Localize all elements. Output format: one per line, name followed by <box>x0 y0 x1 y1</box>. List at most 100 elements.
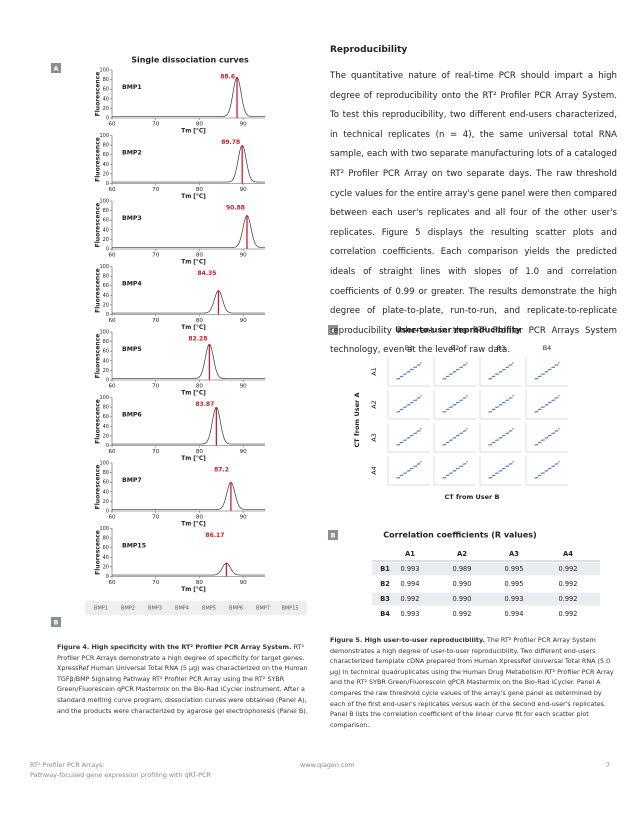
scatter-dot <box>509 397 512 399</box>
curve-name: BMP6 <box>122 412 142 419</box>
footer-line: Pathway-focused gene expression profilin… <box>30 771 211 779</box>
scatter-dot <box>552 432 554 434</box>
scatter-dot <box>555 430 558 432</box>
melt-curve <box>112 481 265 510</box>
scatter-dot <box>458 368 460 371</box>
scatter-dot <box>537 474 540 477</box>
scatter-dot <box>454 404 457 406</box>
scatter-dot <box>504 368 506 371</box>
table-cell: 0.993 <box>401 610 420 618</box>
scatter-dot <box>450 373 452 375</box>
scatter-dot <box>462 463 465 465</box>
scatter-dot <box>415 465 418 467</box>
y-axis-label: Fluorescence <box>95 530 102 575</box>
scatter-dot <box>451 439 453 441</box>
scatter-dot <box>461 432 464 434</box>
scatter-dot <box>541 472 543 475</box>
scatter-dot <box>492 441 495 444</box>
column-label: B1 <box>405 344 414 352</box>
x-tick-label: 80 <box>196 318 204 324</box>
panel-label-box <box>328 530 338 540</box>
scatter-dot <box>463 430 466 432</box>
gel-lane-label: BMP15 <box>281 606 298 612</box>
scatter-dot <box>453 371 456 373</box>
scatter-dot <box>416 430 419 432</box>
table-cell: 0.990 <box>453 580 472 588</box>
scatter-dot <box>489 444 491 446</box>
scatter-dot <box>544 371 546 373</box>
scatter-dot <box>419 397 421 399</box>
table-row-bg <box>372 562 600 576</box>
caption-title: Figure 4. High specificity with the RT² … <box>57 643 292 651</box>
scatter-dot <box>534 378 536 380</box>
curve-name: BMP4 <box>122 281 142 288</box>
scatter-dot <box>489 411 491 413</box>
scatter-dot <box>397 378 399 380</box>
x-tick-label: 70 <box>152 384 160 390</box>
x-tick-label: 80 <box>196 580 204 586</box>
table-header: A4 <box>563 550 573 558</box>
scatter-dot <box>546 437 549 439</box>
scatter-dot <box>512 461 514 463</box>
scatter-dot <box>553 399 556 401</box>
x-tick-label: 90 <box>240 187 248 193</box>
scatter-dot <box>549 467 551 470</box>
scatter-dot <box>495 373 497 376</box>
table-cell: 0.992 <box>559 595 578 603</box>
scatter-dot <box>412 434 414 437</box>
x-tick-label: 80 <box>196 449 204 455</box>
y-tick-label: 60 <box>103 283 109 289</box>
peak-label: 89.78 <box>221 139 240 146</box>
scatter-dot <box>543 373 545 375</box>
y-tick-label: 60 <box>103 349 109 355</box>
scatter-dot <box>456 468 458 470</box>
scatter-dot <box>465 463 467 465</box>
scatter-dot <box>414 366 416 368</box>
panel-label-box <box>328 325 338 335</box>
scatter-dot <box>466 428 468 430</box>
scatter-dot <box>448 441 450 444</box>
scatter-dot <box>550 368 552 371</box>
caption-text: The RT² Profiler PCR Array System demons… <box>330 636 614 729</box>
scatter-dot <box>415 432 418 434</box>
scatter-dot <box>413 465 415 468</box>
x-tick-label: 60 <box>108 449 116 455</box>
x-tick-label: 60 <box>108 515 116 521</box>
scatter-dot <box>444 476 447 479</box>
curve-name: BMP15 <box>122 543 146 550</box>
scatter-dot <box>551 465 553 468</box>
scatter-dot <box>505 366 507 369</box>
table-row-bg <box>372 577 600 591</box>
scatter-dot <box>420 362 422 364</box>
scatter-dot <box>498 371 500 373</box>
scatter-dot <box>399 441 402 444</box>
scatter-dot <box>457 368 459 371</box>
y-tick-label: 80 <box>103 77 109 83</box>
y-tick-label: 60 <box>103 480 109 486</box>
scatter-dot <box>503 434 505 437</box>
x-tick-label: 70 <box>152 449 160 455</box>
caption-text: RT² Profiler PCR Arrays demonstrate a hi… <box>57 643 308 715</box>
scatter-dot <box>408 437 411 439</box>
scatter-dot <box>541 439 543 442</box>
scatter-dot <box>551 432 553 435</box>
melt-curve <box>112 343 265 379</box>
y-tick-label: 40 <box>103 293 109 299</box>
scatter-dot <box>407 404 410 406</box>
y-tick-label: 60 <box>103 87 109 93</box>
x-tick-label: 90 <box>240 449 248 455</box>
scatter-dot <box>555 463 558 465</box>
scatter-dot <box>460 399 462 401</box>
y-tick-label: 100 <box>99 330 109 336</box>
x-tick-label: 80 <box>196 122 204 128</box>
scatter-dot <box>550 467 552 470</box>
y-axis-label: Fluorescence <box>95 334 102 379</box>
scatter-dot <box>411 434 413 437</box>
scatter-dot <box>504 467 506 470</box>
scatter-dot <box>503 467 505 470</box>
x-tick-label: 70 <box>152 318 160 324</box>
gel-lane-label: BMP1 <box>94 606 108 612</box>
x-axis-label: Tm [°C] <box>181 587 206 593</box>
x-axis-label: Tm [°C] <box>181 456 206 462</box>
